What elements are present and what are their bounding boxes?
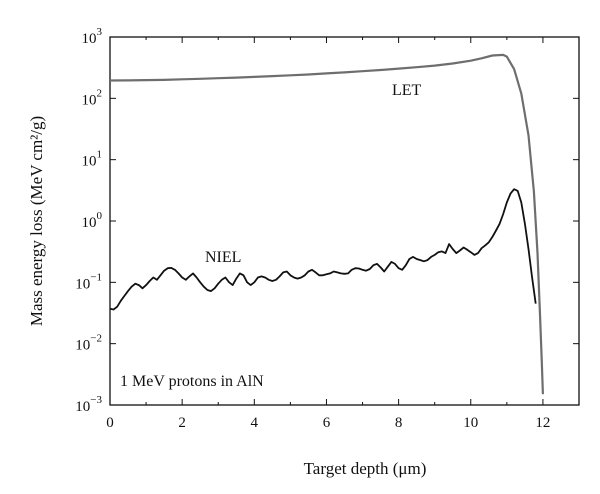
series-label-let: LET — [392, 82, 422, 99]
x-tick-label: 0 — [106, 415, 114, 431]
series-line-niel — [109, 188, 537, 311]
plot-frame — [109, 36, 580, 406]
axis-ticks — [109, 36, 579, 406]
series-line-let — [109, 53, 544, 395]
y-tick-label: 10−2 — [75, 333, 102, 354]
y-tick-label: 103 — [82, 26, 103, 47]
x-tick-labels: 0 2 4 6 8 10 12 — [106, 415, 550, 431]
y-tick-label: 101 — [82, 149, 103, 170]
x-tick-label: 12 — [535, 415, 550, 431]
x-tick-label: 10 — [463, 415, 478, 431]
series-label-niel: NIEL — [205, 249, 241, 266]
x-tick-label: 4 — [251, 415, 259, 431]
y-tick-label: 10−1 — [75, 271, 102, 292]
x-tick-label: 6 — [323, 415, 331, 431]
x-tick-label: 2 — [178, 415, 186, 431]
y-tick-label: 100 — [82, 210, 103, 231]
y-tick-label: 10−3 — [75, 394, 102, 415]
annotation-text: 1 MeV protons in AlN — [120, 373, 264, 390]
series-lines — [109, 53, 544, 395]
x-tick-label: 8 — [395, 415, 403, 431]
y-tick-labels: 10−3 10−2 10−1 100 101 102 103 — [75, 26, 102, 415]
y-tick-label: 102 — [82, 87, 103, 108]
y-axis-title: Mass energy loss (MeV cm²/g) — [27, 116, 46, 326]
x-axis-title: Target depth (μm) — [304, 459, 427, 478]
